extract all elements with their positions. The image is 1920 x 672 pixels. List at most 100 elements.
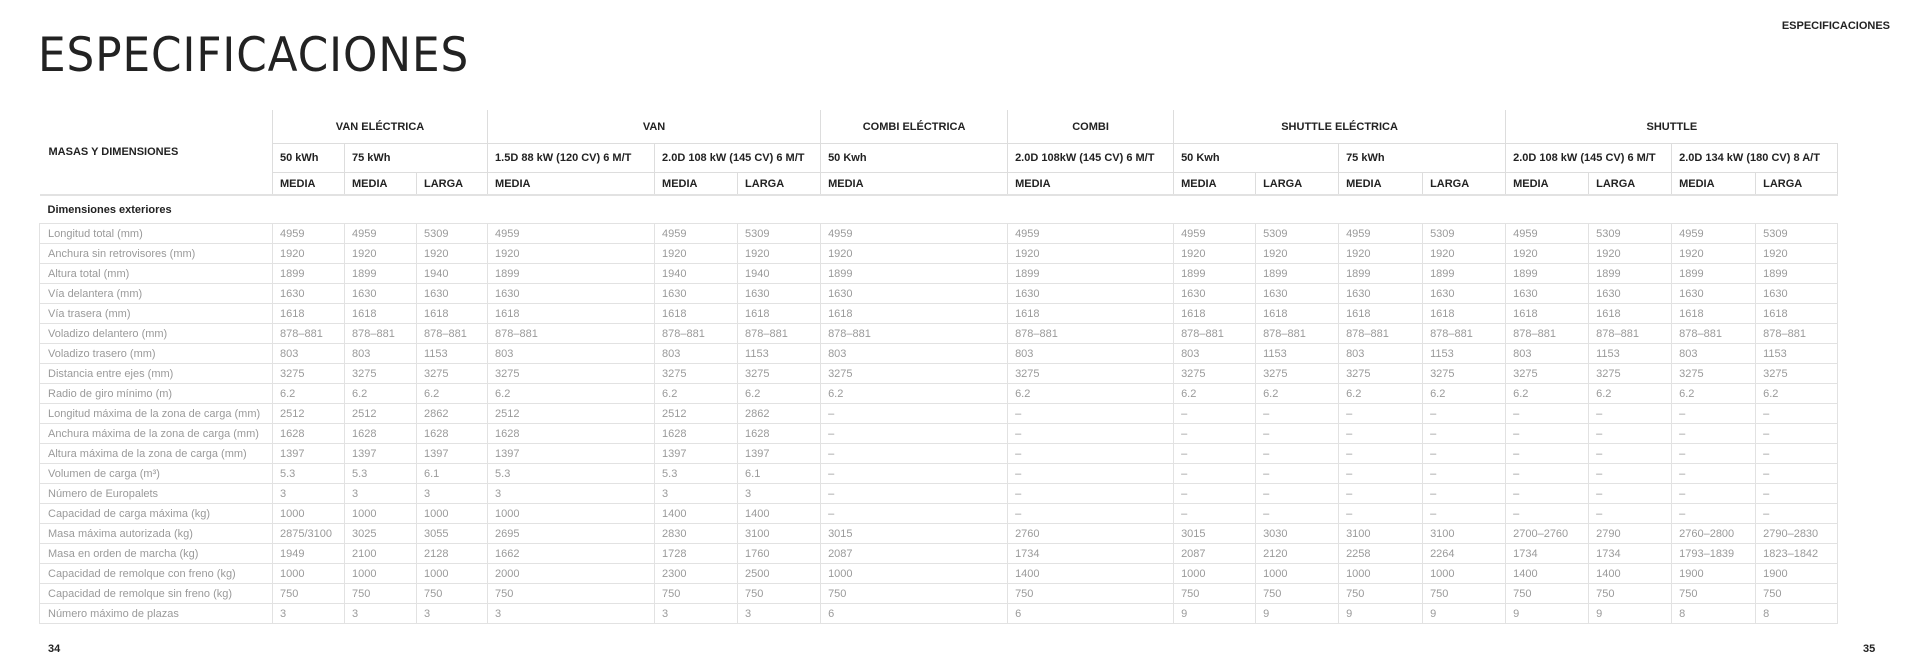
table-cell: –: [1255, 443, 1340, 464]
table-cell: 1397: [737, 443, 822, 464]
table-cell: 1153: [1755, 343, 1839, 364]
table-cell: 1920: [1338, 243, 1424, 264]
table-cell: 1618: [1173, 303, 1257, 324]
table-cell: 878–881: [1588, 323, 1673, 344]
table-cell: 1618: [737, 303, 822, 324]
row-label: Anchura sin retrovisores (mm): [39, 243, 273, 264]
table-cell: 1000: [1173, 563, 1257, 584]
engine-header: 2.0D 134 kW (180 CV) 8 A/T: [1671, 143, 1839, 173]
table-cell: 1899: [1671, 263, 1757, 284]
length-header: MEDIA: [487, 172, 656, 196]
length-header: MEDIA: [1505, 172, 1590, 196]
table-cell: 6.2: [820, 383, 1009, 404]
table-cell: 2512: [272, 403, 345, 424]
table-cell: –: [1505, 503, 1590, 524]
table-cell: 6.2: [344, 383, 417, 404]
table-cell: 1630: [487, 283, 656, 304]
table-cell: 1000: [272, 503, 345, 524]
table-cell: 6.2: [1671, 383, 1757, 404]
table-cell: –: [1505, 443, 1590, 464]
table-cell: 750: [1588, 583, 1673, 604]
length-header: MEDIA: [654, 172, 739, 196]
table-cell: 3: [654, 603, 739, 624]
table-cell: 1000: [344, 503, 417, 524]
table-cell: 1618: [654, 303, 739, 324]
table-cell: 750: [820, 583, 1009, 604]
table-cell: 750: [1671, 583, 1757, 604]
table-cell: 1900: [1755, 563, 1839, 584]
table-cell: 1628: [272, 423, 345, 444]
table-cell: 2500: [737, 563, 822, 584]
table-cell: 3275: [820, 363, 1009, 384]
table-cell: –: [1255, 463, 1340, 484]
table-row: Altura máxima de la zona de carga (mm) 13…: [39, 443, 1839, 464]
table-cell: 1153: [415, 343, 489, 364]
table-cell: 1618: [1671, 303, 1757, 324]
table-cell: 803: [344, 343, 417, 364]
table-row: Vía delantera (mm) 1630 1630 1630 1630 1630 16…: [39, 283, 1839, 304]
table-cell: 6.2: [737, 383, 822, 404]
table-cell: 1899: [1588, 263, 1673, 284]
table-cell: 1400: [654, 503, 739, 524]
table-cell: 1899: [487, 263, 656, 284]
table-cell: 3275: [344, 363, 417, 384]
table-cell: 1397: [415, 443, 489, 464]
length-header: MEDIA: [1007, 172, 1175, 196]
table-cell: 878–881: [1671, 323, 1757, 344]
table-cell: 1618: [1422, 303, 1507, 324]
table-cell: 1000: [1338, 563, 1424, 584]
table-cell: 1920: [737, 243, 822, 264]
table-cell: –: [1255, 503, 1340, 524]
table-cell: 878–881: [1173, 323, 1257, 344]
table-cell: –: [1588, 423, 1673, 444]
table-cell: 878–881: [654, 323, 739, 344]
table-cell: 5309: [1755, 223, 1839, 244]
table-cell: 4959: [654, 223, 739, 244]
table-row: Radio de giro mínimo (m) 6.2 6.2 6.2 6.2 6.2 6…: [39, 383, 1839, 404]
table-cell: 2258: [1338, 543, 1424, 564]
length-header: MEDIA: [820, 172, 1009, 196]
table-cell: 5309: [1422, 223, 1507, 244]
engine-header: 2.0D 108 kW (145 CV) 6 M/T: [1505, 143, 1673, 173]
table-cell: –: [1007, 403, 1175, 424]
engine-header: 75 kWh: [343, 143, 489, 173]
table-cell: 1899: [272, 263, 345, 284]
table-cell: 3: [344, 483, 417, 504]
table-cell: 3030: [1255, 523, 1340, 544]
table-cell: 4959: [1173, 223, 1257, 244]
table-cell: 4959: [820, 223, 1009, 244]
table-cell: 878–881: [1755, 323, 1839, 344]
table-cell: 1949: [272, 543, 345, 564]
table-cell: 3: [654, 483, 739, 504]
table-cell: 4959: [1007, 223, 1175, 244]
row-label: Número de Europalets: [39, 483, 273, 504]
table-cell: 4959: [344, 223, 417, 244]
table-cell: 803: [820, 343, 1009, 364]
table-cell: 1400: [737, 503, 822, 524]
table-cell: 2830: [654, 523, 739, 544]
table-cell: –: [1173, 403, 1257, 424]
table-cell: 1000: [415, 563, 489, 584]
table-cell: 1000: [272, 563, 345, 584]
table-cell: 750: [344, 583, 417, 604]
table-cell: 1397: [654, 443, 739, 464]
corner-label: MASAS Y DIMENSIONES: [39, 110, 273, 196]
table-cell: –: [1338, 483, 1424, 504]
table-row: Número de Europalets 3 3 3 3 3 3– – – – – – – – – –: [39, 483, 1839, 504]
section-heading: Dimensiones exteriores: [47, 203, 172, 216]
table-cell: 1899: [1255, 263, 1340, 284]
table-row: Masa en orden de marcha (kg) 1949 2100 2128…: [39, 543, 1839, 564]
table-cell: –: [1422, 403, 1507, 424]
table-cell: 878–881: [1007, 323, 1175, 344]
table-cell: 3015: [1173, 523, 1257, 544]
length-header: LARGA: [1422, 172, 1507, 196]
table-cell: 1728: [654, 543, 739, 564]
table-cell: 1793–1839: [1671, 543, 1757, 564]
table-cell: 1899: [1338, 263, 1424, 284]
table-cell: 1920: [487, 243, 656, 264]
table-cell: 6.1: [737, 463, 822, 484]
table-cell: 1628: [654, 423, 739, 444]
row-label: Distancia entre ejes (mm): [39, 363, 273, 384]
table-cell: 1618: [1755, 303, 1839, 324]
table-cell: 3: [737, 483, 822, 504]
